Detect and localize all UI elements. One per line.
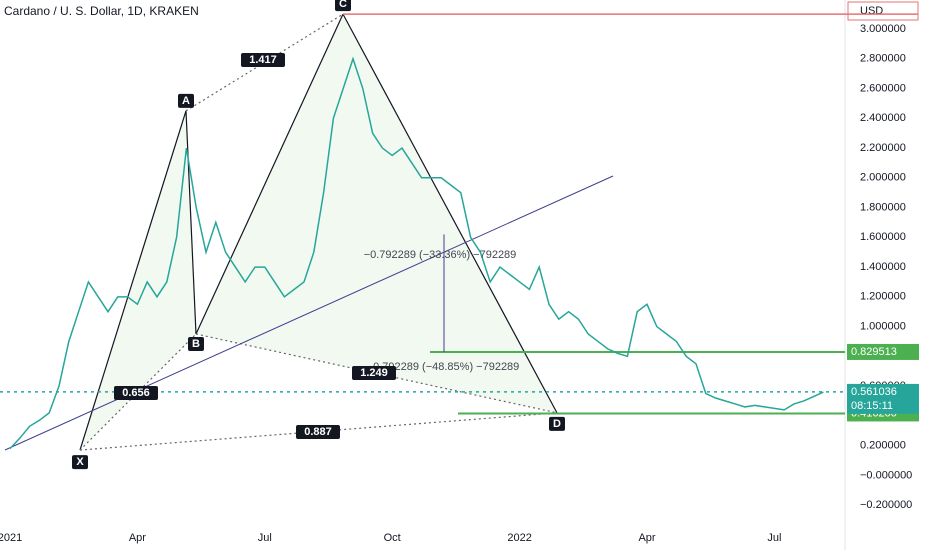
pattern-fill: [196, 14, 557, 413]
ratio-line: [185, 13, 344, 112]
y-tick-label: 1.600000: [860, 231, 906, 243]
y-tick-label: −0.000000: [860, 469, 912, 481]
y-tick-label: 0.200000: [860, 440, 906, 452]
y-tick-label: 2.000000: [860, 172, 906, 184]
pattern-leg: [195, 13, 344, 335]
point-box: [188, 337, 204, 352]
point-label: B: [192, 338, 200, 350]
pattern-leg: [342, 13, 558, 414]
y-tick-label: 3.000000: [860, 23, 906, 35]
currency-box: [847, 1, 919, 21]
measure-label: −0.792289 (−33.36%) −792289: [364, 249, 517, 261]
y-tick-label: −0.200000: [860, 499, 912, 511]
y-tick-label: 1.400000: [860, 261, 906, 273]
ratio-label: 0.887: [304, 426, 332, 438]
point-label: X: [76, 456, 84, 468]
point-box: [335, 0, 351, 12]
price-label-box: [847, 383, 919, 414]
x-tick-label: Oct: [384, 532, 401, 544]
point-label: D: [553, 418, 561, 430]
ratio-box: [296, 425, 340, 439]
y-tick-label: 2.800000: [860, 53, 906, 65]
x-tick-label: Jul: [258, 532, 272, 544]
x-tick-label: Jul: [767, 532, 781, 544]
ratio-line: [79, 333, 197, 451]
point-box: [72, 455, 88, 470]
ratio-label: 1.417: [249, 54, 277, 66]
y-tick-label: 1.000000: [860, 320, 906, 332]
trend-line: [4, 175, 614, 451]
ratio-label: 0.656: [122, 387, 150, 399]
currency: USD: [860, 5, 883, 17]
y-tick-label: 2.200000: [860, 142, 906, 154]
price-label: 0.561036: [851, 386, 897, 398]
ratio-box: [114, 386, 158, 400]
ratio-line: [195, 333, 558, 414]
price-label-box: [847, 343, 919, 360]
x-tick-label: Apr: [129, 532, 146, 544]
price-line-series: [9, 56, 824, 450]
x-tick-label: Apr: [638, 532, 655, 544]
ratio-box: [241, 53, 285, 67]
countdown: 08:15:11: [851, 400, 893, 412]
price-label: 0.829513: [851, 346, 897, 358]
ratio-label: 1.249: [360, 367, 388, 379]
point-box: [178, 93, 194, 108]
y-tick-label: 2.600000: [860, 82, 906, 94]
pattern-fill: [80, 110, 196, 451]
point-label: C: [339, 0, 347, 10]
pattern-leg: [79, 110, 187, 451]
y-tick-label: 1.800000: [860, 201, 906, 213]
pattern-leg: [185, 110, 197, 335]
x-tick-label: 2022: [507, 532, 531, 544]
measure-label: −0.792289 (−48.85%) −792289: [367, 361, 520, 373]
point-label: A: [182, 95, 190, 107]
x-tick-label: 2021: [0, 532, 22, 544]
chart-title: Cardano / U. S. Dollar, 1D, KRAKEN: [4, 4, 199, 18]
y-tick-label: 1.200000: [860, 291, 906, 303]
ratio-box: [352, 366, 396, 380]
y-tick-label: 2.400000: [860, 112, 906, 124]
point-box: [549, 416, 565, 431]
